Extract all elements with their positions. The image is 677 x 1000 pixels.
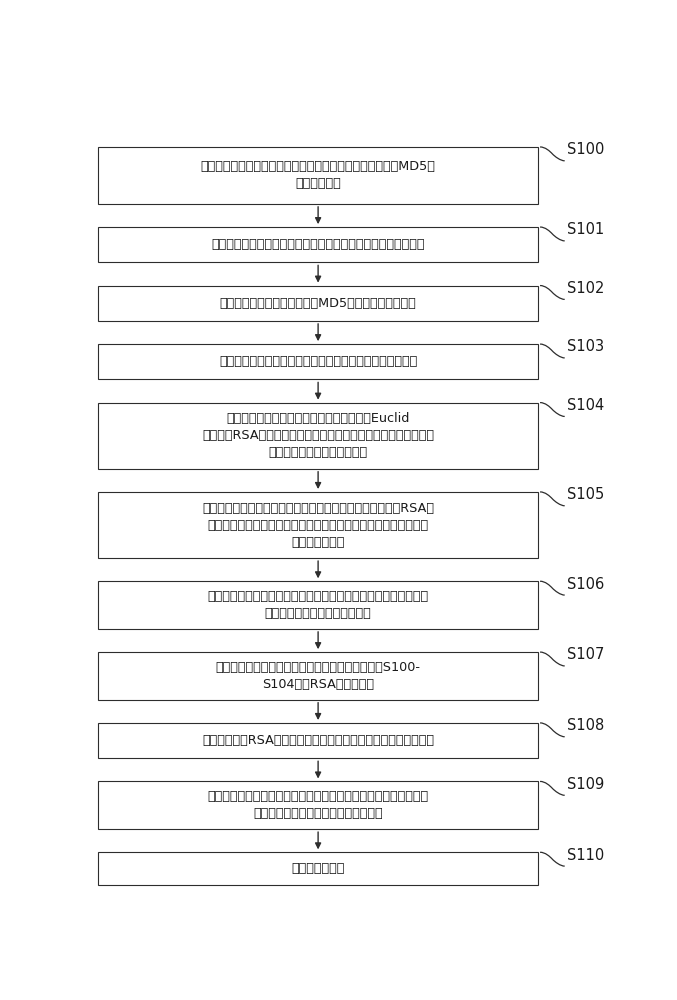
Text: S100: S100 xyxy=(567,142,605,157)
FancyBboxPatch shape xyxy=(97,344,538,379)
Text: 当用户登录管理系统下载加密的数据时，根据步骤S100-
S104生成RSA算法的私钥: 当用户登录管理系统下载加密的数据时，根据步骤S100- S104生成RSA算法的… xyxy=(215,661,420,691)
FancyBboxPatch shape xyxy=(97,286,538,321)
Text: 根据生成的散列值的字符串长度将散列值均匀的截成三个字符串: 根据生成的散列值的字符串长度将散列值均匀的截成三个字符串 xyxy=(211,238,425,251)
Text: 在用户创建管理系统的登录密码后，对创建的登录密码采用MD5算
法生成散列值: 在用户创建管理系统的登录密码后，对创建的登录密码采用MD5算 法生成散列值 xyxy=(200,160,435,190)
Text: S107: S107 xyxy=(567,647,605,662)
Text: 当用户登录管理系统上传数据时，根据数据库中的公钥采用RSA算
法对管理系统随机生成的秘钥进行加密生成秘钥密文，将秘钥密文
保存在数据库中: 当用户登录管理系统上传数据时，根据数据库中的公钥采用RSA算 法对管理系统随机生… xyxy=(202,502,434,549)
Text: S103: S103 xyxy=(567,339,605,354)
Text: S110: S110 xyxy=(567,848,605,863)
FancyBboxPatch shape xyxy=(97,227,538,262)
Text: S105: S105 xyxy=(567,487,605,502)
Text: S108: S108 xyxy=(567,718,605,733)
Text: S104: S104 xyxy=(567,398,605,413)
FancyBboxPatch shape xyxy=(97,581,538,629)
Text: 分别对截成的三个字符串采用MD5算法生成三个散列值: 分别对截成的三个字符串采用MD5算法生成三个散列值 xyxy=(220,297,416,310)
Text: 根据私钥采用RSA算法对数据库中的秘钥密文进行解密，获得秘钥: 根据私钥采用RSA算法对数据库中的秘钥密文进行解密，获得秘钥 xyxy=(202,734,434,747)
Text: 根据获取的三个大于散列值的最小素数采用Euclid
算法生成RSA算法的公钥，将生成的公钥保存在数据库中，该数据
库存储在管理系统的服务器上: 根据获取的三个大于散列值的最小素数采用Euclid 算法生成RSA算法的公钥，将… xyxy=(202,412,434,459)
Text: S109: S109 xyxy=(567,777,605,792)
FancyBboxPatch shape xyxy=(97,852,538,885)
Text: 根据所述解密后的秘钥采用可逆算法对所述管理系统的服务器中的
加密的数据进行解密，获得解密的数据: 根据所述解密后的秘钥采用可逆算法对所述管理系统的服务器中的 加密的数据进行解密，… xyxy=(208,790,429,820)
FancyBboxPatch shape xyxy=(97,723,538,758)
FancyBboxPatch shape xyxy=(97,492,538,558)
FancyBboxPatch shape xyxy=(97,652,538,700)
Text: S101: S101 xyxy=(567,222,605,237)
Text: S106: S106 xyxy=(567,577,605,592)
Text: 下载解密的数据: 下载解密的数据 xyxy=(291,862,345,875)
Text: 根据秘钥密文对用户上传的数据采用可逆算法进行加密，将加密的
数据保存在管理系统的服务器中: 根据秘钥密文对用户上传的数据采用可逆算法进行加密，将加密的 数据保存在管理系统的… xyxy=(208,590,429,620)
Text: S102: S102 xyxy=(567,281,605,296)
FancyBboxPatch shape xyxy=(97,781,538,829)
Text: 根据生成的三个散列值分别获取大于每个散列值的最小素数: 根据生成的三个散列值分别获取大于每个散列值的最小素数 xyxy=(219,355,417,368)
FancyBboxPatch shape xyxy=(97,147,538,204)
FancyBboxPatch shape xyxy=(97,403,538,469)
